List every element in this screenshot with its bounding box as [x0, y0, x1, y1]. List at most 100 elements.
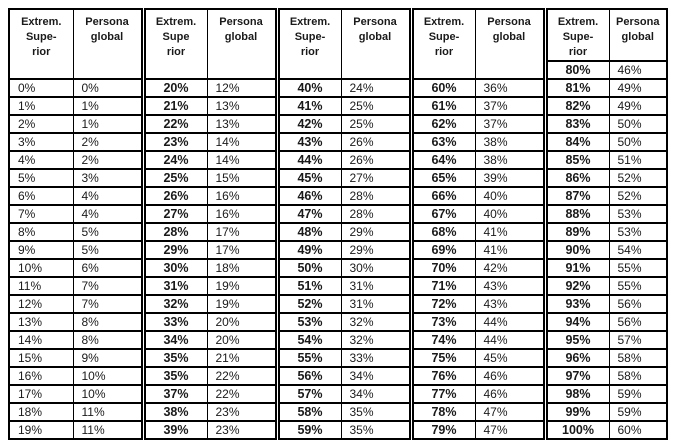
extrem-value-cell: 28%: [140, 222, 208, 242]
persona-value-cell: 28%: [341, 204, 412, 224]
extrem-value-cell: 29%: [140, 240, 208, 260]
extrem-value-cell: 69%: [408, 240, 476, 260]
extrem-value-cell: 58%: [274, 402, 342, 422]
extrem-value-cell: 77%: [408, 384, 476, 404]
extrem-value-cell: 32%: [140, 294, 208, 314]
header-extrem-superior-3: Extrem. Supe- rior: [274, 9, 342, 80]
persona-value-cell: 59%: [609, 384, 668, 404]
extrem-value-cell: 61%: [408, 96, 476, 116]
header-persona-global-3: Persona global: [341, 9, 412, 80]
extrem-value-cell: 13%: [9, 312, 74, 332]
persona-value-cell: 52%: [609, 186, 668, 206]
persona-value-cell: 49%: [609, 78, 668, 98]
extrem-value-cell: 41%: [274, 96, 342, 116]
table-row: 6% 4% 26% 16% 46% 28% 66% 40% 87% 52%: [9, 186, 668, 206]
header-row: Extrem. Supe- rior Persona global Extrem…: [9, 9, 668, 80]
extrem-value-cell: 24%: [140, 150, 208, 170]
persona-value-cell: 47%: [475, 402, 546, 422]
extrem-value-cell: 66%: [408, 186, 476, 206]
persona-value-cell: 19%: [207, 294, 278, 314]
table-header: Extrem. Supe- rior Persona global Extrem…: [9, 9, 668, 80]
extrem-value-cell: 96%: [542, 348, 610, 368]
persona-value-cell: 7%: [73, 294, 144, 314]
extrem-value-cell: 50%: [274, 258, 342, 278]
table-row: 3% 2% 23% 14% 43% 26% 63% 38% 84% 50%: [9, 132, 668, 152]
persona-value-cell: 16%: [207, 204, 278, 224]
extrem-value-cell: 43%: [274, 132, 342, 152]
persona-value-cell: 24%: [341, 78, 412, 98]
persona-value-cell: 30%: [341, 258, 412, 278]
header-persona-global-2: Persona global: [207, 9, 278, 80]
persona-value-cell: 11%: [73, 402, 144, 422]
extrem-value-cell: 25%: [140, 168, 208, 188]
persona-value-cell: 46%: [475, 384, 546, 404]
persona-value-cell: 6%: [73, 258, 144, 278]
extrem-value-cell: 48%: [274, 222, 342, 242]
persona-value-cell: 10%: [73, 366, 144, 386]
extrem-value-cell: 98%: [542, 384, 610, 404]
extrem-value-cell: 17%: [9, 384, 74, 404]
persona-value-cell: 60%: [609, 420, 668, 440]
persona-value-cell: 4%: [73, 204, 144, 224]
persona-value-cell: 56%: [609, 312, 668, 332]
persona-value-cell: 18%: [207, 258, 278, 278]
extrem-value-cell: 57%: [274, 384, 342, 404]
persona-value-cell: 35%: [341, 402, 412, 422]
extrem-value-cell: 35%: [140, 366, 208, 386]
extrem-value-cell: 55%: [274, 348, 342, 368]
extrem-value-cell: 12%: [9, 294, 74, 314]
extrem-value-cell: 89%: [542, 222, 610, 242]
extrem-value-cell: 18%: [9, 402, 74, 422]
extrem-value-cell: 74%: [408, 330, 476, 350]
extrem-value-cell: 100%: [542, 420, 610, 440]
persona-value-cell: 49%: [609, 96, 668, 116]
persona-value-cell: 5%: [73, 222, 144, 242]
extrem-value-cell: 53%: [274, 312, 342, 332]
persona-value-cell: 1%: [73, 114, 144, 134]
extrem-value-cell: 91%: [542, 258, 610, 278]
table-row: 12% 7% 32% 19% 52% 31% 72% 43% 93% 56%: [9, 294, 668, 314]
extrem-value-cell: 35%: [140, 348, 208, 368]
extrem-value-cell: 84%: [542, 132, 610, 152]
extrem-value-cell: 34%: [140, 330, 208, 350]
persona-value-cell: 9%: [73, 348, 144, 368]
persona-value-cell: 38%: [475, 132, 546, 152]
persona-value-cell: 8%: [73, 312, 144, 332]
persona-value-cell: 32%: [341, 312, 412, 332]
header-persona-global-5: Persona global: [609, 9, 668, 62]
header-extrem-superior-2: Extrem. Supe rior: [140, 9, 208, 80]
table-row: 2% 1% 22% 13% 42% 25% 62% 37% 83% 50%: [9, 114, 668, 134]
extrem-value-cell: 38%: [140, 402, 208, 422]
persona-value-cell: 5%: [73, 240, 144, 260]
persona-value-cell: 20%: [207, 330, 278, 350]
table-body: 0% 0% 20% 12% 40% 24% 60% 36% 81% 49% 1% 1% 21% 13% 41…: [9, 78, 668, 440]
persona-value-cell: 54%: [609, 240, 668, 260]
extrem-value-cell: 94%: [542, 312, 610, 332]
extrem-value-cell: 71%: [408, 276, 476, 296]
extrem-value-cell: 83%: [542, 114, 610, 134]
persona-value-cell: 22%: [207, 384, 278, 404]
persona-value-cell: 57%: [609, 330, 668, 350]
persona-value-cell: 13%: [207, 96, 278, 116]
persona-value-cell: 55%: [609, 258, 668, 278]
persona-value-cell: 50%: [609, 114, 668, 134]
persona-value-cell: 15%: [207, 168, 278, 188]
extrem-value-cell: 76%: [408, 366, 476, 386]
extrem-value-cell: 16%: [9, 366, 74, 386]
header-persona-global-1: Persona global: [73, 9, 144, 80]
persona-value-cell: 25%: [341, 114, 412, 134]
extrem-value-cell: 70%: [408, 258, 476, 278]
extrem-value-cell: 26%: [140, 186, 208, 206]
extrem-value-cell: 45%: [274, 168, 342, 188]
persona-value-cell: 46%: [609, 60, 668, 80]
extrem-value-cell: 82%: [542, 96, 610, 116]
table-row: 7% 4% 27% 16% 47% 28% 67% 40% 88% 53%: [9, 204, 668, 224]
extrem-value-cell: 47%: [274, 204, 342, 224]
persona-value-cell: 2%: [73, 132, 144, 152]
table-row: 14% 8% 34% 20% 54% 32% 74% 44% 95% 57%: [9, 330, 668, 350]
extrem-value-cell: 97%: [542, 366, 610, 386]
extrem-value-cell: 7%: [9, 204, 74, 224]
extrem-value-cell: 8%: [9, 222, 74, 242]
persona-value-cell: 45%: [475, 348, 546, 368]
